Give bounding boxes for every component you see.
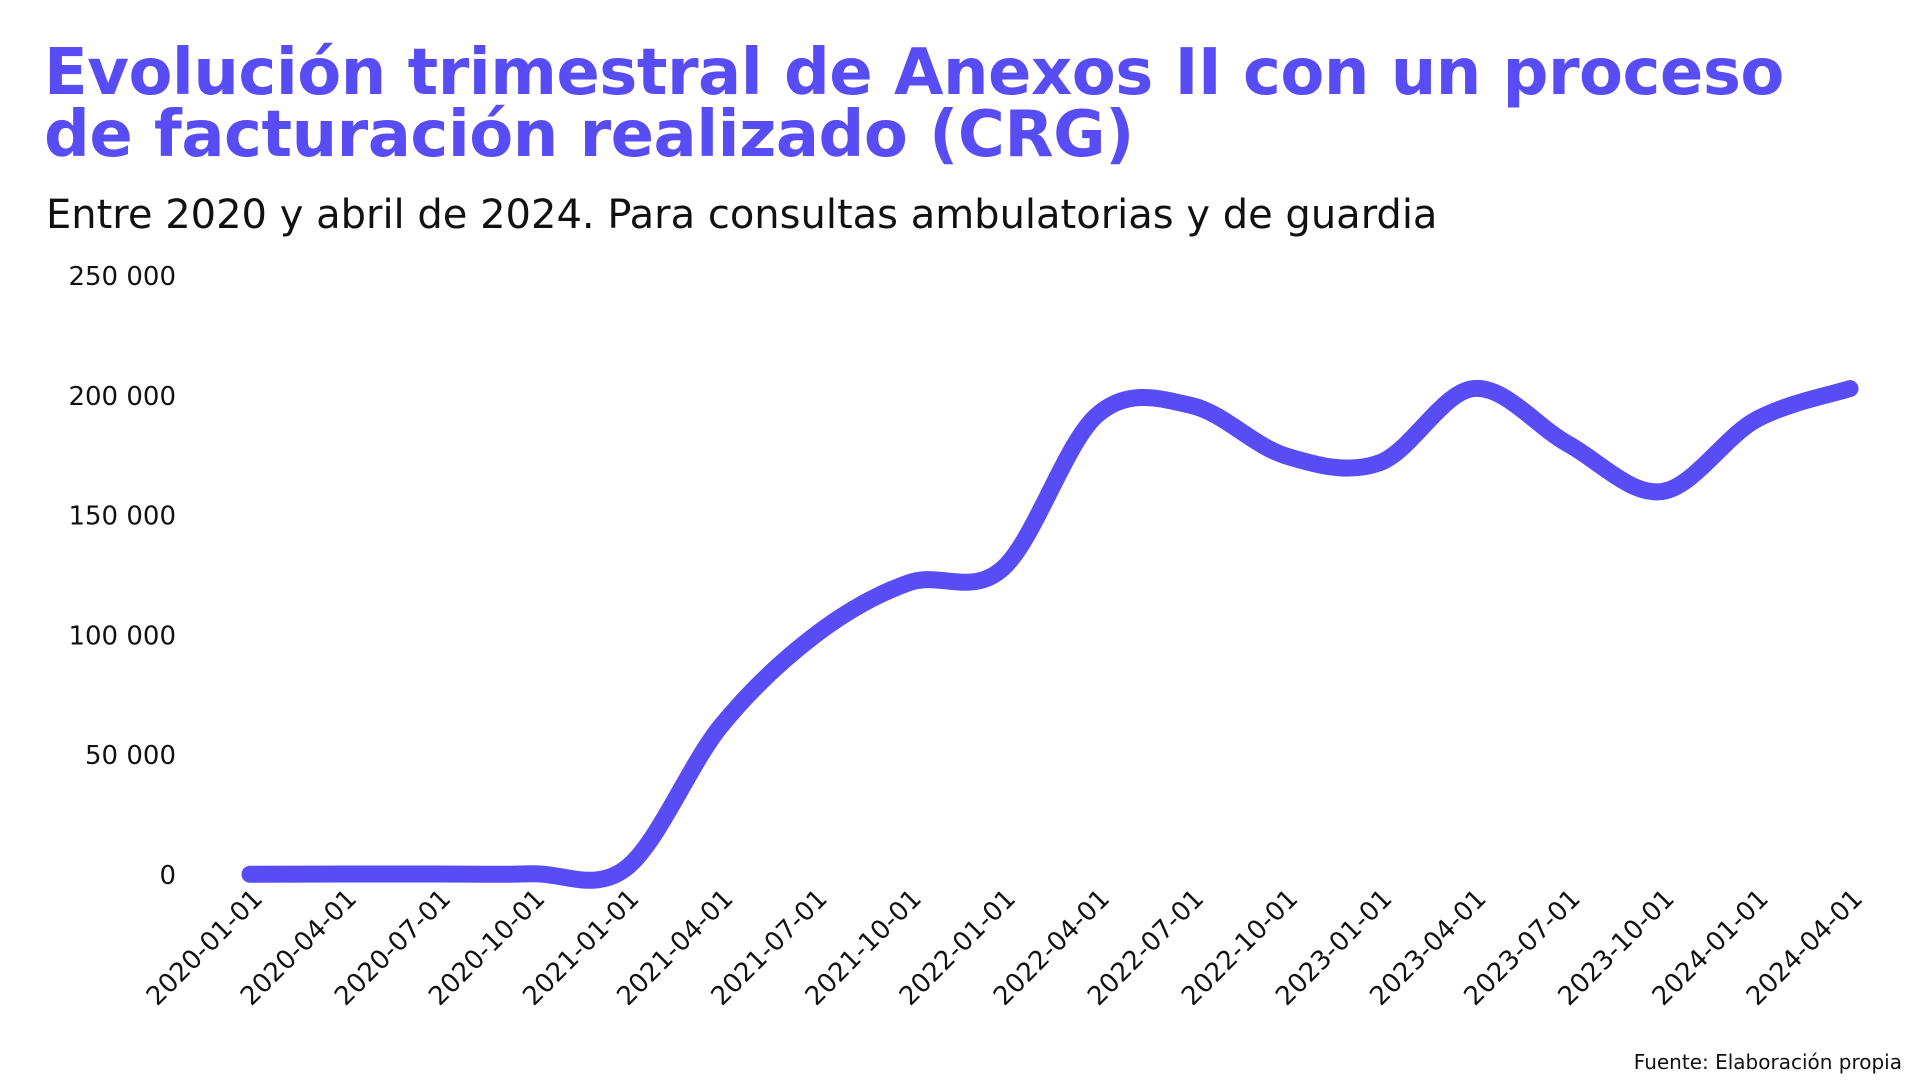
source-note: Fuente: Elaboración propia: [1633, 1050, 1902, 1074]
y-tick-label: 200 000: [68, 382, 176, 412]
chart-subtitle: Entre 2020 y abril de 2024. Para consult…: [46, 192, 1438, 238]
y-axis-tick-labels: 0 50 000 100 000 150 000 200 000 250 000: [68, 262, 176, 891]
series-line: [241, 380, 1859, 889]
x-axis-tick-labels: 2020-01-012020-04-012020-07-012020-10-01…: [141, 884, 1869, 1012]
y-tick-label: 0: [159, 861, 176, 891]
y-tick-label: 100 000: [68, 621, 176, 651]
chart-title: Evolución trimestral de Anexos II con un…: [44, 36, 1784, 172]
y-tick-label: 250 000: [68, 262, 176, 292]
y-tick-label: 50 000: [85, 741, 176, 771]
y-tick-label: 150 000: [68, 502, 176, 532]
